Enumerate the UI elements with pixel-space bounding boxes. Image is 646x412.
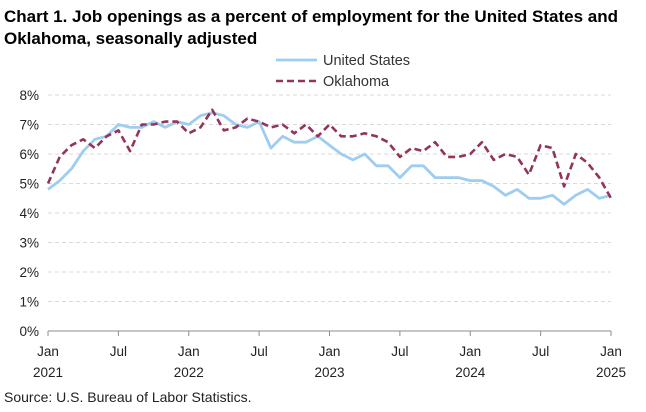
y-tick-label: 4% bbox=[19, 206, 39, 221]
x-tick-month-label: Jan bbox=[600, 344, 622, 359]
y-tick-label: 0% bbox=[19, 324, 39, 339]
x-tick-year-label: 2025 bbox=[596, 365, 626, 380]
series-line-oklahoma bbox=[46, 108, 613, 199]
x-tick-month-label: Jan bbox=[459, 344, 481, 359]
x-tick-month-label: Jan bbox=[178, 344, 200, 359]
gridlines bbox=[48, 94, 611, 302]
y-tick-label: 7% bbox=[19, 118, 39, 133]
x-tick-year-label: 2021 bbox=[33, 365, 63, 380]
series-lines bbox=[46, 108, 613, 206]
y-tick-label: 2% bbox=[19, 265, 39, 280]
y-tick-label: 3% bbox=[19, 236, 39, 251]
legend-label: Oklahoma bbox=[323, 74, 390, 90]
y-tick-label: 8% bbox=[19, 88, 39, 103]
source-note: Source: U.S. Bureau of Labor Statistics. bbox=[4, 389, 252, 405]
x-tick-year-label: 2022 bbox=[174, 365, 204, 380]
x-tick-year-label: 2023 bbox=[314, 365, 344, 380]
x-tick-month-label: Jul bbox=[391, 344, 408, 359]
legend-label: United States bbox=[323, 53, 410, 69]
x-tick-month-label: Jul bbox=[110, 344, 127, 359]
axes: 0% 1% 2% 3% 4% 5% 6% 7% 8% Jan 2021 Jul Jan 2022 Jul Ja… bbox=[19, 88, 626, 380]
x-tick-month-label: Jan bbox=[37, 344, 59, 359]
y-tick-label: 6% bbox=[19, 147, 39, 162]
x-tick-year-label: 2024 bbox=[455, 365, 486, 380]
x-tick-month-label: Jan bbox=[319, 344, 341, 359]
y-tick-label: 1% bbox=[19, 295, 39, 310]
series-line-united-states bbox=[47, 111, 612, 206]
x-tick-month-label: Jul bbox=[532, 344, 549, 359]
x-tick-month-label: Jul bbox=[250, 344, 267, 359]
legend: United States Oklahoma bbox=[276, 53, 410, 90]
y-tick-label: 5% bbox=[19, 177, 39, 192]
chart-title: Chart 1. Job openings as a percent of em… bbox=[4, 7, 618, 48]
